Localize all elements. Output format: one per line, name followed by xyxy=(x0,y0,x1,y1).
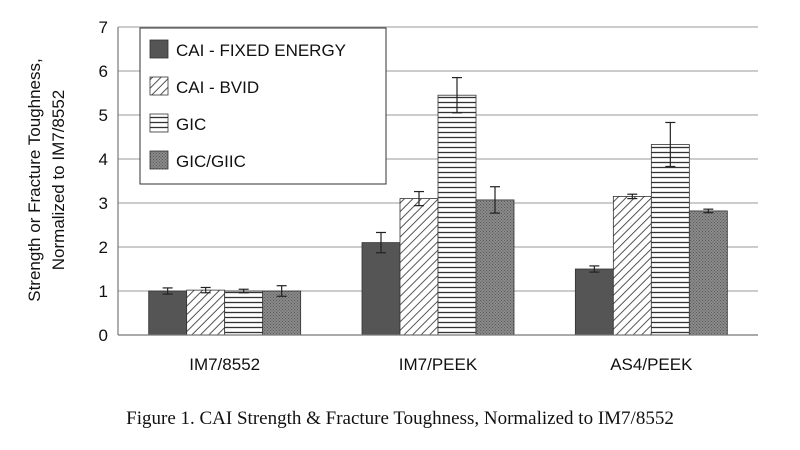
legend-swatch xyxy=(149,39,169,59)
legend-label: GIC/GIIC xyxy=(176,152,246,171)
y-tick-label: 2 xyxy=(99,238,108,257)
legend-label: CAI - FIXED ENERGY xyxy=(176,41,346,60)
bar xyxy=(437,94,477,336)
bar xyxy=(399,198,439,336)
figure-caption: Figure 1. CAI Strength & Fracture Toughn… xyxy=(126,408,674,429)
x-tick-label: AS4/PEEK xyxy=(610,355,693,374)
y-axis-label: Strength or Fracture Toughness, xyxy=(25,58,44,302)
bar xyxy=(262,290,302,336)
bar xyxy=(574,268,614,336)
legend-label: CAI - BVID xyxy=(176,78,259,97)
y-tick-label: 0 xyxy=(99,326,108,345)
chart: 0 1 2 3 4 5 6 7 IM7/8552 IM7/PEEK AS4/PEEK Strength… xyxy=(25,18,758,374)
bar xyxy=(186,289,226,336)
y-tick-label: 7 xyxy=(99,18,108,37)
y-tick-label: 5 xyxy=(99,106,108,125)
bar xyxy=(688,210,728,336)
y-axis-label: Normalized to IM7/8552 xyxy=(49,90,68,270)
y-tick-label: 6 xyxy=(99,62,108,81)
bar xyxy=(650,144,690,336)
y-tick-label: 1 xyxy=(99,282,108,301)
legend-box xyxy=(139,27,387,185)
x-tick-label: IM7/PEEK xyxy=(399,355,478,374)
x-tick-label: IM7/8552 xyxy=(189,355,260,374)
y-tick-label: 3 xyxy=(99,194,108,213)
bar xyxy=(612,195,652,336)
legend-swatch xyxy=(149,150,169,170)
legend-swatch xyxy=(149,113,169,133)
legend-swatch xyxy=(149,76,169,96)
legend-label: GIC xyxy=(176,115,206,134)
y-tick-label: 4 xyxy=(99,150,108,169)
bar xyxy=(148,290,188,336)
bar xyxy=(475,199,515,336)
bar xyxy=(361,242,401,336)
bar xyxy=(224,290,264,336)
